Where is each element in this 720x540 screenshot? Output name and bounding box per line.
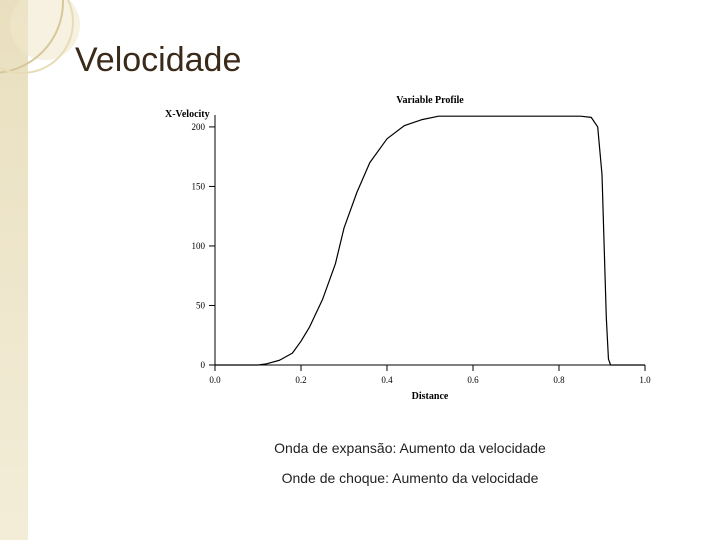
chart-axes	[215, 115, 645, 365]
chart-svg: Variable Profile X-Velocity Distance 0 50 100…	[150, 85, 670, 410]
captions: Onda de expansão: Aumento da velocidade …	[210, 440, 610, 500]
ytick-label: 200	[192, 122, 206, 132]
xtick-label: 0.8	[553, 375, 565, 385]
sidebar-strip	[0, 0, 28, 540]
chart-xlabel: Distance	[412, 391, 449, 402]
chart-title: Variable Profile	[396, 95, 464, 106]
caption-expansion: Onda de expansão: Aumento da velocidade	[210, 440, 610, 456]
chart-ylabel: X-Velocity	[165, 109, 210, 120]
ytick-label: 100	[192, 241, 206, 251]
xtick-label: 1.0	[639, 375, 651, 385]
xtick-label: 0.6	[467, 375, 479, 385]
ytick-label: 150	[192, 181, 206, 191]
xtick-label: 0.2	[295, 375, 306, 385]
corner-circle-inner	[0, 0, 74, 74]
page-title: Velocidade	[75, 41, 241, 80]
velocity-series	[215, 116, 645, 365]
xtick-label: 0.4	[381, 375, 393, 385]
caption-shock: Onde de choque: Aumento da velocidade	[210, 470, 610, 486]
xtick-label: 0.0	[209, 375, 221, 385]
velocity-chart: Variable Profile X-Velocity Distance 0 50 100…	[150, 85, 670, 410]
ytick-label: 50	[196, 300, 206, 310]
ytick-label: 0	[201, 360, 206, 370]
